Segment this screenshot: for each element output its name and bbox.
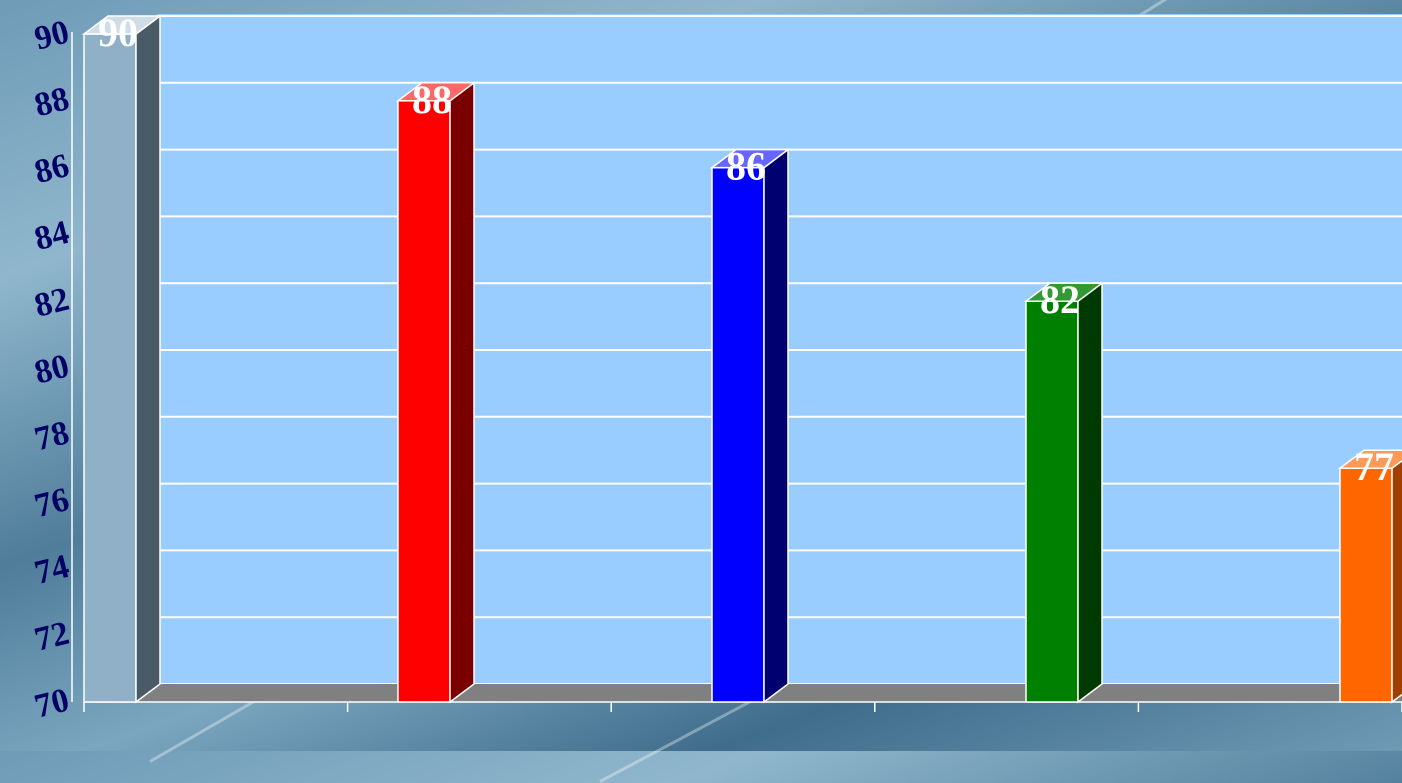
y-tick-label: 70 <box>31 681 73 725</box>
y-tick-label: 90 <box>31 13 73 57</box>
bar-side <box>1391 459 1402 704</box>
bar-chart: 70 72 74 76 78 80 82 84 86 88 90 90 88 86 82 77 <box>30 10 1402 726</box>
y-tick-label: 78 <box>31 414 73 458</box>
bar <box>1337 449 1402 704</box>
bar <box>81 14 163 704</box>
bar-side <box>449 81 475 704</box>
data-label: 86 <box>726 144 766 189</box>
bar-top <box>81 15 163 35</box>
bar <box>1023 281 1105 704</box>
bar-top <box>1337 449 1402 469</box>
y-tick-label: 86 <box>31 147 73 191</box>
y-tick-label: 82 <box>31 281 73 325</box>
bar <box>395 81 477 704</box>
data-label: 90 <box>98 10 138 55</box>
bar-side <box>763 148 789 704</box>
data-label: 82 <box>1040 277 1080 322</box>
bar-side <box>135 14 161 704</box>
y-tick-label: 88 <box>31 80 73 124</box>
y-tick-label: 80 <box>31 347 73 391</box>
bar-top <box>709 148 791 169</box>
data-labels: 90 88 86 82 77 <box>98 10 1394 489</box>
bar-front <box>711 166 765 703</box>
y-tick-label: 84 <box>31 214 73 258</box>
bar-front <box>83 33 137 703</box>
bar-front <box>397 100 451 703</box>
bar <box>709 148 791 704</box>
bar-front <box>1025 300 1079 703</box>
y-axis-tick-labels: 70 72 74 76 78 80 82 84 86 88 90 <box>31 13 73 725</box>
y-tick-label: 74 <box>31 548 73 592</box>
y-tick-label: 76 <box>31 481 73 525</box>
bar-side <box>1077 281 1103 704</box>
bars <box>81 14 1402 704</box>
bar-top <box>1023 282 1105 302</box>
bar-front <box>1339 467 1393 703</box>
bar-top <box>395 82 477 102</box>
data-label: 77 <box>1354 444 1394 489</box>
data-label: 88 <box>412 77 452 122</box>
y-tick-label: 72 <box>31 615 73 659</box>
